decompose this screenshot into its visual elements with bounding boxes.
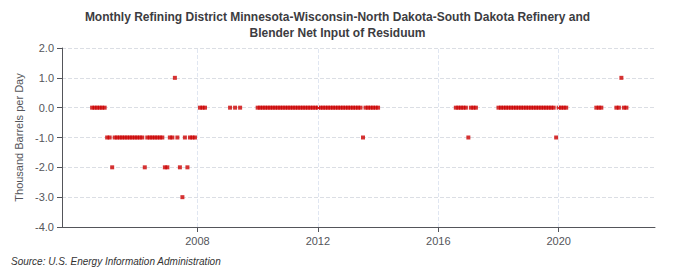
- svg-text:Blender Net Input of Residuum: Blender Net Input of Residuum: [249, 26, 425, 40]
- svg-text:1.0: 1.0: [39, 72, 54, 84]
- svg-text:Monthly Refining District Minn: Monthly Refining District Minnesota-Wisc…: [85, 10, 590, 24]
- svg-text:2016: 2016: [426, 235, 450, 247]
- svg-text:-1.0: -1.0: [35, 132, 54, 144]
- svg-text:Thousand Barrels per Day: Thousand Barrels per Day: [13, 73, 25, 202]
- svg-text:-4.0: -4.0: [35, 221, 54, 233]
- svg-text:2.0: 2.0: [39, 42, 54, 54]
- svg-text:2020: 2020: [546, 235, 570, 247]
- svg-text:2008: 2008: [185, 235, 209, 247]
- svg-text:-3.0: -3.0: [35, 191, 54, 203]
- svg-text:0.0: 0.0: [39, 102, 54, 114]
- svg-text:Source: U.S. Energy Informatio: Source: U.S. Energy Information Administ…: [11, 256, 221, 267]
- svg-text:-2.0: -2.0: [35, 161, 54, 173]
- svg-text:2012: 2012: [306, 235, 330, 247]
